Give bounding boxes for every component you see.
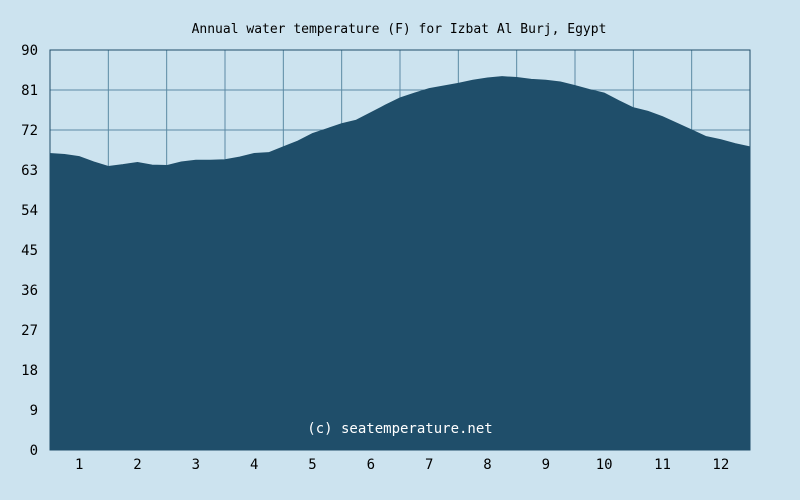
y-tick-label: 81 <box>21 83 38 99</box>
y-tick-label: 9 <box>30 403 38 419</box>
x-tick-label: 3 <box>192 457 200 473</box>
y-tick-label: 27 <box>21 323 38 339</box>
chart-title: Annual water temperature (F) for Izbat A… <box>192 22 607 37</box>
x-tick-label: 11 <box>654 457 671 473</box>
y-tick-label: 90 <box>21 43 38 59</box>
x-tick-label: 10 <box>596 457 613 473</box>
y-tick-label: 0 <box>30 443 38 459</box>
x-tick-label: 9 <box>542 457 550 473</box>
y-axis-ticks: 0 9 18 27 36 45 54 63 72 81 90 <box>21 43 38 459</box>
credit-watermark: (c) seatemperature.net <box>307 421 492 437</box>
x-tick-label: 2 <box>133 457 141 473</box>
y-tick-label: 45 <box>21 243 38 259</box>
y-tick-label: 18 <box>21 363 38 379</box>
x-axis-ticks: 1 2 3 4 5 6 7 8 9 10 11 12 <box>75 457 729 473</box>
y-tick-label: 72 <box>21 123 38 139</box>
x-tick-label: 7 <box>425 457 433 473</box>
y-tick-label: 63 <box>21 163 38 179</box>
x-tick-label: 6 <box>367 457 375 473</box>
x-tick-label: 5 <box>308 457 316 473</box>
temperature-area <box>49 76 751 451</box>
plot-border <box>49 49 751 451</box>
y-tick-label: 54 <box>21 203 38 219</box>
x-tick-label: 4 <box>250 457 258 473</box>
x-tick-label: 8 <box>483 457 491 473</box>
x-tick-label: 12 <box>712 457 729 473</box>
x-tick-label: 1 <box>75 457 83 473</box>
y-tick-label: 36 <box>21 283 38 299</box>
